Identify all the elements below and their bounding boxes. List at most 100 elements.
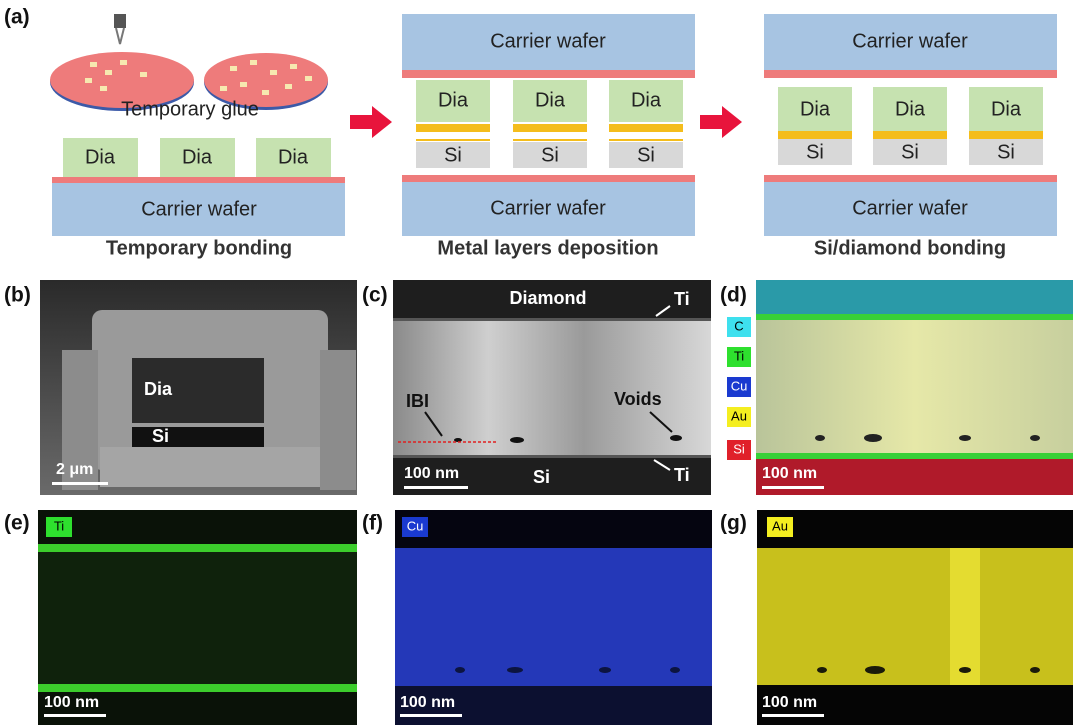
rect-shape [969, 87, 1043, 131]
rect-shape [756, 314, 1073, 320]
dies-text: Dia [182, 146, 213, 168]
rect-shape [402, 70, 695, 78]
scale-text: 100 nm [762, 465, 817, 482]
rect-shape [404, 486, 468, 489]
ellipse-shape [865, 666, 885, 674]
title-text: Temporary bonding [106, 237, 292, 259]
ellipse-shape [864, 434, 882, 442]
g-shape [778, 131, 1043, 139]
voids-text: Voids [614, 389, 662, 409]
rect-shape [513, 142, 587, 168]
rect-shape [727, 347, 751, 367]
g-shape [416, 124, 683, 141]
rect-shape [764, 14, 1057, 70]
rect-shape [756, 453, 1073, 459]
ti-top-text: Ti [674, 289, 690, 309]
rect-shape [513, 139, 587, 141]
rect-shape [764, 175, 1057, 182]
rect-shape [393, 455, 711, 458]
rect-shape [132, 358, 264, 423]
rect-shape [513, 80, 587, 122]
rect-shape [38, 552, 357, 684]
rect-shape [395, 548, 712, 686]
rect-shape [52, 177, 345, 183]
rect-shape [969, 139, 1043, 165]
rect-shape [400, 714, 462, 717]
panel-label: (a) [4, 6, 30, 29]
rect-shape [52, 482, 108, 485]
dies-text: Dia [991, 98, 1022, 120]
element-text: Ti [54, 518, 64, 533]
ellipse-shape [599, 667, 611, 673]
rect-shape [873, 131, 947, 139]
dia-text: Dia [144, 379, 173, 399]
rect-shape [873, 139, 947, 165]
rect-shape [756, 280, 1073, 318]
legend-text: Ti [734, 348, 744, 363]
rect-shape [873, 87, 947, 131]
rect-shape [250, 60, 257, 65]
element-text: Au [772, 518, 788, 533]
rect-shape [285, 84, 292, 89]
ibi-text: IBI [406, 391, 429, 411]
rect-shape [46, 517, 72, 537]
rect-shape [757, 548, 1073, 685]
rect-shape [270, 70, 277, 75]
ellipse-shape [817, 667, 827, 673]
rect-shape [764, 70, 1057, 78]
rect-shape [262, 90, 269, 95]
path-shape [655, 305, 671, 317]
rect-shape [778, 139, 852, 165]
rect-shape [100, 447, 320, 487]
si-text: Si [637, 144, 655, 166]
rect-shape [969, 131, 1043, 139]
g-shape [85, 60, 312, 95]
rect-shape [305, 76, 312, 81]
si-text: Si [152, 426, 169, 446]
g-shape [416, 142, 683, 168]
ellipse-shape [454, 438, 462, 442]
rect-shape [44, 714, 106, 717]
label-text: (b) [4, 284, 31, 307]
ellipse-shape [670, 667, 680, 673]
dies-text: Dia [535, 89, 566, 111]
wafer-text: Carrier wafer [141, 198, 257, 220]
scale-text: 100 nm [404, 465, 459, 482]
rect-shape [762, 714, 824, 717]
ellipse-shape [510, 437, 524, 443]
rect-shape [416, 142, 490, 168]
g-shape [815, 434, 1040, 442]
rect-shape [778, 131, 852, 139]
rect-shape [609, 80, 683, 122]
rect-shape [513, 124, 587, 132]
label-text: (d) [720, 284, 747, 307]
path-shape [653, 459, 671, 471]
title-text: Metal layers deposition [437, 237, 658, 259]
rect-shape [230, 66, 237, 71]
rect-shape [609, 124, 683, 132]
dies-text: Dia [631, 89, 662, 111]
dies-text: Dia [85, 146, 116, 168]
ellipse-shape [1030, 667, 1040, 673]
si-text: Si [541, 144, 559, 166]
ellipse-shape [815, 435, 825, 441]
dies-text: Dia [800, 98, 831, 120]
label-text: (f) [362, 512, 383, 535]
glue-label: Temporary glue [121, 98, 259, 120]
rect-shape [416, 139, 490, 141]
si-text: Si [997, 141, 1015, 163]
rect-shape [402, 517, 428, 537]
si-text: Si [444, 144, 462, 166]
rect-shape [727, 407, 751, 427]
g-shape [778, 139, 1043, 165]
dies-text: Dia [895, 98, 926, 120]
rect-shape [764, 182, 1057, 236]
legend-text: Si [733, 441, 745, 456]
title-text: Si/diamond bonding [814, 237, 1006, 259]
label-text: (c) [362, 284, 388, 307]
rect-shape [105, 70, 112, 75]
rect-shape [38, 544, 357, 552]
g-shape [454, 435, 682, 443]
rect-shape [727, 317, 751, 337]
scale-text: 100 nm [762, 694, 817, 711]
